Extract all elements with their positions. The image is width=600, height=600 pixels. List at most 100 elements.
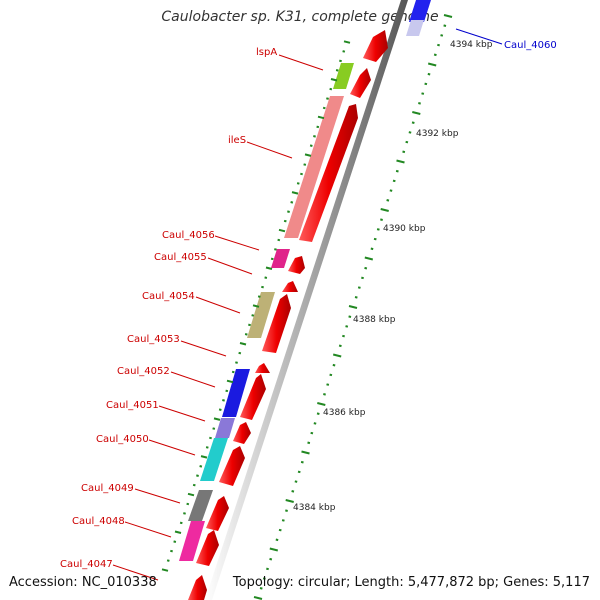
tick-mark xyxy=(421,92,425,95)
map-title: Caulobacter sp. K31, complete genome xyxy=(161,9,439,25)
tick-mark xyxy=(329,87,333,91)
tick-mark xyxy=(364,266,368,270)
callout-line xyxy=(278,54,324,71)
gene-label-caul-4056[interactable]: Caul_4056 xyxy=(162,230,215,241)
gene-arrow[interactable] xyxy=(282,281,298,292)
gene-label-caul-4052[interactable]: Caul_4052 xyxy=(117,366,170,377)
tick-mark xyxy=(424,82,428,86)
callout-line xyxy=(158,405,206,422)
gene-arrow[interactable] xyxy=(196,530,219,566)
tick-mark xyxy=(338,344,342,348)
tick-mark xyxy=(170,549,173,553)
tick-mark xyxy=(309,144,313,147)
scale-label-4384: 4384 kbp xyxy=(293,503,336,513)
gene-label-caul-4047[interactable]: Caul_4047 xyxy=(60,559,113,570)
tick-mark xyxy=(339,59,342,63)
gene-arrow[interactable] xyxy=(188,575,207,600)
callout-line xyxy=(134,488,181,504)
tick-mark xyxy=(348,315,352,318)
tick-mark xyxy=(348,305,358,309)
tick-mark xyxy=(376,228,380,231)
gene-arrow[interactable] xyxy=(350,68,371,98)
gene-caul-4050-box[interactable] xyxy=(200,438,228,481)
scale-label-4392: 4392 kbp xyxy=(416,129,459,139)
gene-label-caul-4050[interactable]: Caul_4050 xyxy=(96,434,149,445)
tick-mark xyxy=(408,131,412,134)
tick-mark xyxy=(411,121,415,124)
tick-mark xyxy=(326,383,330,386)
gene-arrow[interactable] xyxy=(288,256,305,274)
tick-mark xyxy=(300,172,303,176)
gene-label-caul-4060[interactable]: Caul_4060 xyxy=(504,40,557,51)
scale-label-4390: 4390 kbp xyxy=(383,224,426,234)
gene-labels: Caul_4060 lspA ileS Caul_4056 Caul_4055 … xyxy=(60,40,557,570)
tick-mark xyxy=(262,577,266,580)
gene-arrow[interactable] xyxy=(233,422,251,444)
gene-label-lspa[interactable]: lspA xyxy=(256,47,277,58)
scale-label-4386: 4386 kbp xyxy=(323,408,366,418)
tick-mark xyxy=(179,521,183,525)
tick-mark xyxy=(291,191,299,195)
tick-mark xyxy=(303,163,307,166)
gene-label-caul-4048[interactable]: Caul_4048 xyxy=(72,516,125,527)
callout-line xyxy=(124,521,172,538)
tick-mark xyxy=(317,402,326,406)
gene-caul-4051-box[interactable] xyxy=(215,418,235,438)
gene-caul-4056-box[interactable] xyxy=(271,249,290,268)
tick-mark xyxy=(186,502,190,506)
tick-mark xyxy=(226,379,234,384)
tick-mark xyxy=(412,111,421,115)
gene-label-caul-4053[interactable]: Caul_4053 xyxy=(127,334,180,345)
tick-mark xyxy=(174,530,182,534)
tick-mark xyxy=(259,587,263,590)
tick-mark xyxy=(386,199,390,202)
tick-mark xyxy=(199,465,203,468)
tick-mark xyxy=(277,238,281,242)
tick-mark xyxy=(239,342,247,346)
tick-mark xyxy=(183,512,186,515)
callout-lines xyxy=(112,28,503,581)
gene-label-caul-4049[interactable]: Caul_4049 xyxy=(81,483,134,494)
tick-mark xyxy=(265,266,273,270)
gene-caul-4054-box[interactable] xyxy=(247,292,275,338)
callout-line xyxy=(207,257,253,275)
tick-mark xyxy=(248,323,251,327)
gene-arrow[interactable] xyxy=(206,496,229,531)
gene-arrow[interactable] xyxy=(219,446,245,486)
tick-marks xyxy=(161,14,453,600)
tick-mark xyxy=(361,276,364,280)
tick-mark xyxy=(278,228,286,233)
tick-mark xyxy=(213,417,221,421)
gene-caul-4049-box[interactable] xyxy=(188,490,213,521)
callout-line xyxy=(195,296,241,314)
gene-caul-4052-box[interactable] xyxy=(222,369,250,417)
tick-mark xyxy=(300,460,304,464)
tick-mark xyxy=(380,218,383,221)
gene-arrow[interactable] xyxy=(255,363,270,373)
gene-caul-4048-box[interactable] xyxy=(179,521,205,561)
gene-iles-box[interactable] xyxy=(284,96,344,238)
tick-mark xyxy=(373,237,377,241)
gene-label-caul-4055[interactable]: Caul_4055 xyxy=(154,252,207,263)
tick-mark xyxy=(235,361,238,364)
gene-label-caul-4054[interactable]: Caul_4054 xyxy=(142,291,195,302)
tick-mark xyxy=(405,140,409,144)
tick-mark xyxy=(252,304,260,308)
tick-mark xyxy=(281,519,285,522)
gene-arrow[interactable] xyxy=(363,30,388,62)
accession-text: Accession: NC_010338 xyxy=(9,575,157,590)
gene-label-caul-4051[interactable]: Caul_4051 xyxy=(106,400,159,411)
tick-mark xyxy=(269,557,273,561)
gene-label-iles[interactable]: ileS xyxy=(228,135,246,146)
tick-mark xyxy=(332,353,342,358)
tick-mark xyxy=(342,50,346,53)
tick-mark xyxy=(313,422,317,425)
callout-line xyxy=(170,371,216,388)
gene-arrow[interactable] xyxy=(262,294,291,353)
gene-lspa-box[interactable] xyxy=(333,63,354,89)
gene-caul-4060[interactable] xyxy=(409,0,431,22)
tick-mark xyxy=(402,150,406,154)
gene-arrow[interactable] xyxy=(299,104,358,242)
tick-mark xyxy=(287,210,290,213)
gene-arrow[interactable] xyxy=(240,374,266,420)
